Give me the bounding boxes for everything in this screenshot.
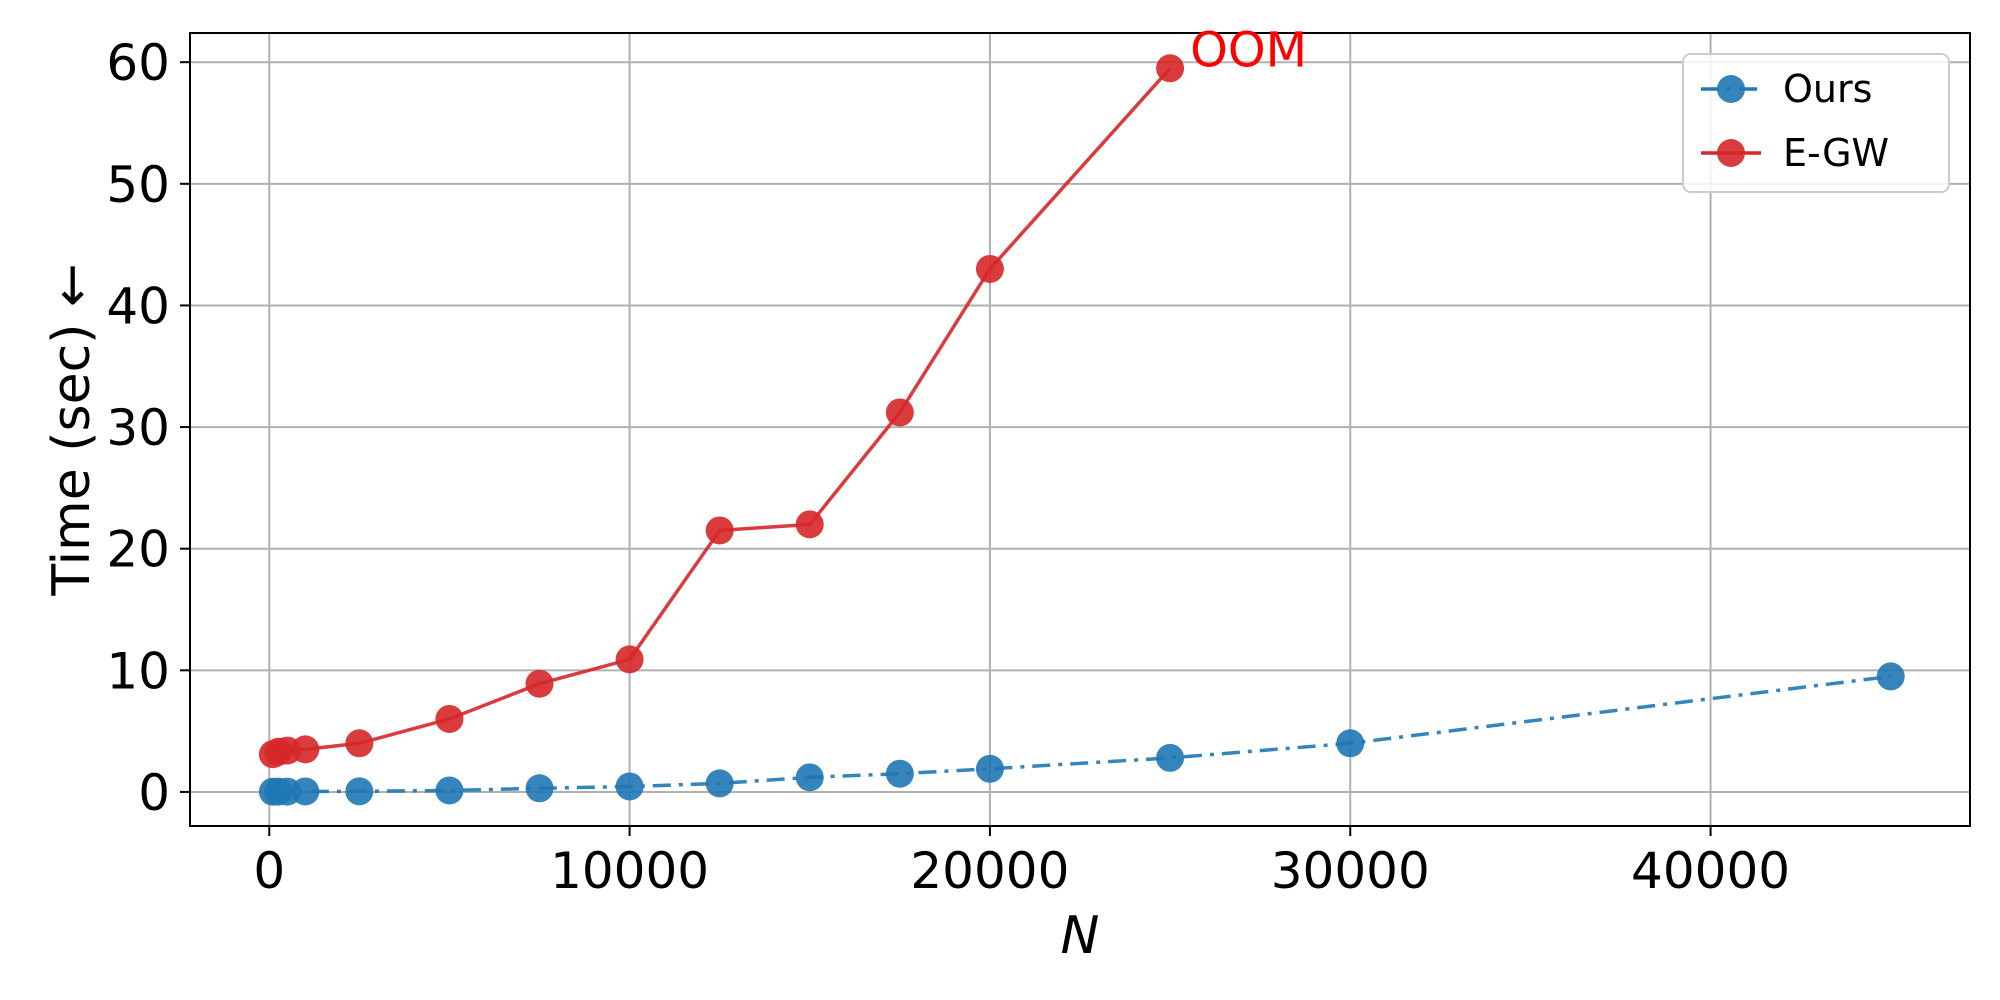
y-tick-label: 0 — [138, 764, 170, 822]
x-tick-label: 10000 — [550, 842, 709, 900]
data-point — [1156, 54, 1185, 83]
data-point — [705, 769, 734, 798]
annotations: OOM — [1190, 22, 1307, 78]
data-point — [435, 704, 464, 733]
x-tick-label: 40000 — [1631, 842, 1790, 900]
y-axis-title: Time (sec) ← — [42, 263, 102, 596]
legend-entry: E-GW — [1701, 131, 1889, 175]
legend-marker — [1717, 75, 1745, 103]
y-tick-label: 20 — [106, 521, 170, 579]
data-point — [525, 774, 554, 803]
y-tick-label: 60 — [106, 34, 170, 92]
data-point — [885, 398, 914, 427]
data-point — [1336, 729, 1365, 758]
legend-label: Ours — [1783, 67, 1872, 111]
x-tick-label: 30000 — [1271, 842, 1430, 900]
data-point — [1876, 662, 1905, 691]
series-line — [272, 67, 1172, 756]
y-tick-label: 10 — [106, 642, 170, 700]
x-tick-label: 20000 — [910, 842, 1069, 900]
legend-marker — [1717, 139, 1745, 167]
series-ours — [258, 662, 1905, 806]
data-point — [615, 772, 644, 801]
x-tick-label: 0 — [253, 842, 285, 900]
data-point — [345, 729, 374, 758]
data-point — [975, 754, 1004, 783]
data-point — [975, 254, 1004, 283]
data-point — [291, 777, 320, 806]
y-tick-label: 30 — [106, 399, 170, 457]
grid — [190, 33, 1970, 826]
legend: Ours E-GW — [1682, 53, 1950, 193]
data-point — [705, 516, 734, 545]
plot-series — [258, 54, 1905, 806]
legend-entry: Ours — [1701, 67, 1872, 111]
data-point — [435, 776, 464, 805]
data-point — [615, 645, 644, 674]
y-tick-label: 40 — [106, 277, 170, 335]
data-point — [345, 777, 374, 806]
x-axis-title: N — [1061, 906, 1100, 966]
data-point — [795, 763, 824, 792]
plot-frame — [189, 32, 1971, 827]
data-point — [525, 669, 554, 698]
oom-annotation: OOM — [1190, 22, 1307, 78]
data-point — [1156, 743, 1185, 772]
axis-ticks: 0 10000 20000 30000 40000 0 10 20 30 40 50 60 — [106, 34, 1790, 900]
legend-label: E-GW — [1783, 131, 1889, 175]
data-point — [795, 510, 824, 539]
data-point — [291, 735, 320, 764]
series-e-gw — [258, 54, 1185, 769]
y-tick-label: 50 — [106, 156, 170, 214]
data-point — [885, 759, 914, 788]
